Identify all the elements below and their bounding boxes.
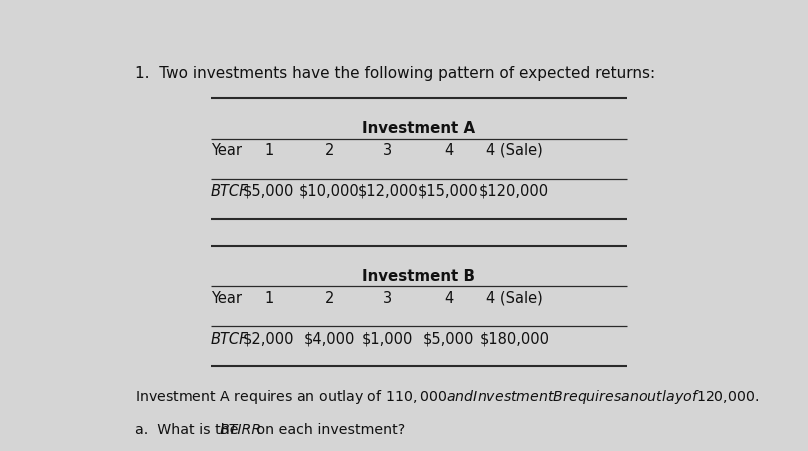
Text: $12,000: $12,000 [357, 183, 419, 198]
Text: 1.  Two investments have the following pattern of expected returns:: 1. Two investments have the following pa… [136, 66, 655, 81]
Text: $5,000: $5,000 [243, 183, 294, 198]
Text: 4 (Sale): 4 (Sale) [486, 143, 543, 158]
Text: BTIRR: BTIRR [219, 422, 262, 436]
Text: $1,000: $1,000 [362, 331, 414, 346]
Text: a.  What is the: a. What is the [136, 422, 243, 436]
Text: Investment A requires an outlay of $110,000 and Investment B requires an outlay : Investment A requires an outlay of $110,… [136, 387, 760, 405]
Text: on each investment?: on each investment? [252, 422, 405, 436]
Text: Investment A: Investment A [362, 121, 475, 136]
Text: 1: 1 [264, 143, 273, 158]
Text: 1: 1 [264, 290, 273, 305]
Text: Year: Year [211, 290, 242, 305]
Text: BTCF: BTCF [211, 331, 248, 346]
Text: 2: 2 [325, 290, 335, 305]
Text: Investment B: Investment B [362, 268, 475, 283]
Text: $120,000: $120,000 [479, 183, 549, 198]
Text: 2: 2 [325, 143, 335, 158]
Text: $180,000: $180,000 [479, 331, 549, 346]
Text: $5,000: $5,000 [423, 331, 474, 346]
Text: 4: 4 [444, 290, 453, 305]
Text: $2,000: $2,000 [243, 331, 295, 346]
Text: BTCF: BTCF [211, 183, 248, 198]
Text: $4,000: $4,000 [304, 331, 356, 346]
Text: 4 (Sale): 4 (Sale) [486, 290, 543, 305]
Text: Year: Year [211, 143, 242, 158]
Text: $10,000: $10,000 [299, 183, 360, 198]
Text: 3: 3 [383, 143, 393, 158]
Text: $15,000: $15,000 [419, 183, 479, 198]
Text: 3: 3 [383, 290, 393, 305]
Text: 4: 4 [444, 143, 453, 158]
